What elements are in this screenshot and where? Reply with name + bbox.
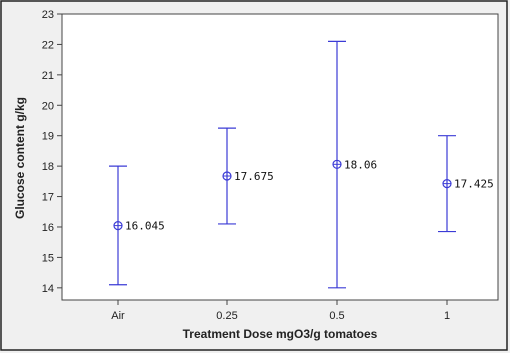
x-tick-label: 1: [444, 310, 450, 322]
mean-data-label: 18.06: [344, 158, 377, 171]
mean-data-label: 16.045: [125, 220, 165, 233]
mean-data-label: 17.425: [454, 178, 494, 191]
plot-area: [61, 13, 499, 301]
y-tick-label: 14: [42, 283, 54, 295]
y-tick-label: 16: [42, 222, 54, 234]
x-axis: Air 0.25 0.5 1: [111, 300, 450, 322]
y-tick-label: 20: [42, 100, 54, 112]
y-axis: 14 15 16 17 18 19 20 21 22 23: [42, 9, 62, 295]
x-axis-title: Treatment Dose mgO3/g tomatoes: [183, 327, 378, 341]
interval-4: 17.425: [438, 135, 494, 233]
x-tick-label: 0.25: [216, 310, 237, 322]
y-tick-label: 21: [42, 70, 54, 82]
y-tick-label: 17: [42, 192, 54, 204]
y-axis-title: Glucose content g/kg: [13, 97, 27, 219]
interval-2: 17.675: [218, 127, 274, 225]
y-tick-label: 22: [42, 39, 54, 51]
y-tick-label: 23: [42, 9, 54, 21]
y-tick-label: 18: [42, 161, 54, 173]
y-tick-label: 19: [42, 131, 54, 143]
mean-data-label: 17.675: [234, 170, 274, 183]
interval-1: 16.045: [109, 165, 165, 286]
x-tick-label: 0.5: [329, 310, 344, 322]
x-tick-label: Air: [111, 310, 125, 322]
interval-series: 16.045 17.675 18.06 17.425: [109, 40, 494, 289]
y-tick-label: 15: [42, 252, 54, 264]
interval-3: 18.06: [328, 40, 377, 289]
